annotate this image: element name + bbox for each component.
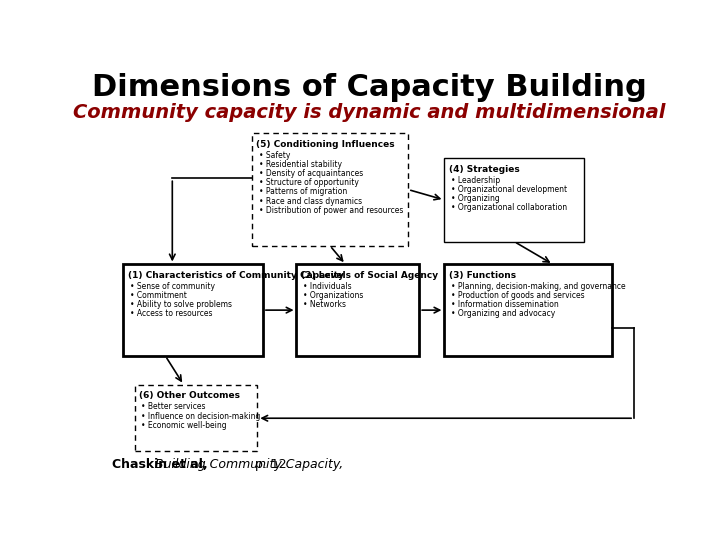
- Text: • Organizational collaboration: • Organizational collaboration: [451, 203, 567, 212]
- Text: • Influence on decision-making: • Influence on decision-making: [141, 411, 261, 421]
- Text: • Distribution of power and resources: • Distribution of power and resources: [258, 206, 403, 215]
- Text: • Production of goods and services: • Production of goods and services: [451, 291, 585, 300]
- Text: • Leadership: • Leadership: [451, 176, 500, 185]
- Text: Community capacity is dynamic and multidimensional: Community capacity is dynamic and multid…: [73, 103, 665, 122]
- Text: • Planning, decision-making, and governance: • Planning, decision-making, and governa…: [451, 282, 626, 291]
- Text: • Patterns of migration: • Patterns of migration: [258, 187, 347, 197]
- Text: • Race and class dynamics: • Race and class dynamics: [258, 197, 361, 206]
- Text: (5) Conditioning Influences: (5) Conditioning Influences: [256, 140, 395, 149]
- Text: Dimensions of Capacity Building: Dimensions of Capacity Building: [91, 73, 647, 102]
- Text: • Structure of opportunity: • Structure of opportunity: [258, 178, 359, 187]
- Text: Chaskin et al,: Chaskin et al,: [112, 458, 212, 471]
- Text: • Organizing: • Organizing: [451, 194, 500, 203]
- Text: Building Community Capacity,: Building Community Capacity,: [155, 458, 343, 471]
- Text: • Commitment: • Commitment: [130, 291, 187, 300]
- Text: (4) Strategies: (4) Strategies: [449, 165, 520, 173]
- Text: (3) Functions: (3) Functions: [449, 271, 516, 280]
- Text: • Organizational development: • Organizational development: [451, 185, 567, 194]
- Text: • Networks: • Networks: [303, 300, 346, 309]
- Text: (2) Levels of Social Agency: (2) Levels of Social Agency: [301, 271, 438, 280]
- Text: • Individuals: • Individuals: [303, 282, 352, 291]
- Text: • Organizing and advocacy: • Organizing and advocacy: [451, 309, 555, 318]
- Text: • Economic well-being: • Economic well-being: [141, 421, 227, 430]
- Text: • Safety: • Safety: [258, 151, 290, 160]
- Text: • Organizations: • Organizations: [303, 291, 364, 300]
- FancyBboxPatch shape: [124, 265, 263, 356]
- Text: • Information dissemination: • Information dissemination: [451, 300, 559, 309]
- Text: • Sense of community: • Sense of community: [130, 282, 215, 291]
- Text: • Density of acquaintances: • Density of acquaintances: [258, 169, 363, 178]
- Text: • Access to resources: • Access to resources: [130, 309, 212, 318]
- Text: (1) Characteristics of Community Capacity: (1) Characteristics of Community Capacit…: [128, 271, 344, 280]
- FancyBboxPatch shape: [135, 385, 258, 451]
- FancyBboxPatch shape: [444, 158, 584, 241]
- Text: (6) Other Outcomes: (6) Other Outcomes: [139, 391, 240, 400]
- FancyBboxPatch shape: [297, 265, 419, 356]
- Text: • Ability to solve problems: • Ability to solve problems: [130, 300, 232, 309]
- Text: • Better services: • Better services: [141, 402, 206, 411]
- Text: p. 12.: p. 12.: [251, 458, 291, 471]
- Text: • Residential stability: • Residential stability: [258, 160, 341, 169]
- FancyBboxPatch shape: [444, 265, 612, 356]
- FancyBboxPatch shape: [252, 133, 408, 246]
